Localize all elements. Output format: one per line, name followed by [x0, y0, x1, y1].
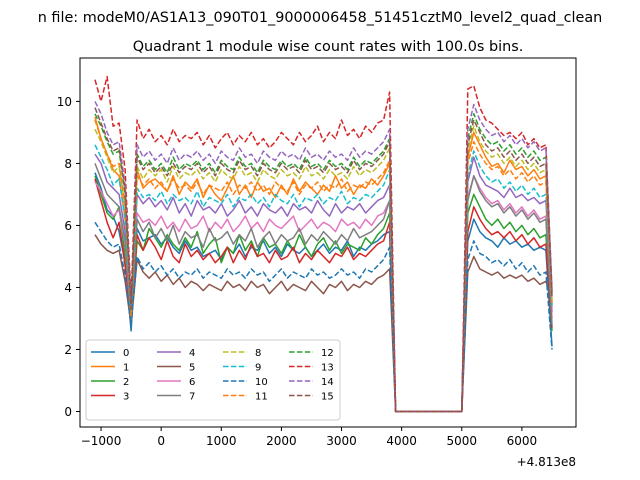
x-tick-label: 0 [157, 434, 165, 448]
legend-frame [85, 339, 341, 421]
series-line-2 [94, 175, 553, 413]
legend-label-13: 13 [321, 363, 334, 374]
series-line-15 [94, 107, 553, 413]
plot-frame [79, 57, 577, 428]
series-line-1 [94, 116, 553, 413]
series-line-13 [94, 75, 553, 413]
y-tick-label: 4 [64, 281, 72, 295]
legend-label-0: 0 [123, 348, 129, 359]
plot-lines [94, 75, 553, 413]
series-line-14 [94, 101, 553, 413]
x-tick-label: 6000 [507, 434, 538, 448]
legend-label-1: 1 [123, 363, 129, 374]
x-tick-label: −1000 [81, 434, 122, 448]
series-line-5 [94, 234, 553, 413]
x-offset-label: +4.813e8 [517, 455, 576, 469]
legend-label-8: 8 [255, 348, 261, 359]
legend-label-6: 6 [189, 377, 195, 388]
series-line-7 [94, 163, 553, 413]
x-tick-label: 5000 [446, 434, 477, 448]
legend-label-9: 9 [255, 363, 261, 374]
x-tick-label: 1000 [206, 434, 237, 448]
legend-label-2: 2 [123, 377, 129, 388]
series-line-9 [94, 144, 553, 413]
series-line-8 [94, 125, 553, 413]
y-tick-label: 0 [64, 405, 72, 419]
x-tick-label: 2000 [266, 434, 297, 448]
series-line-4 [94, 153, 553, 413]
series-line-12 [94, 113, 553, 413]
y-tick-label: 10 [57, 95, 72, 109]
y-tick-label: 6 [64, 219, 72, 233]
legend-label-10: 10 [255, 377, 268, 388]
y-tick-label: 8 [64, 157, 72, 171]
legend-label-3: 3 [123, 392, 129, 403]
series-line-0 [94, 172, 553, 413]
legend-label-14: 14 [321, 377, 334, 388]
figure-suptitle: n file: modeM0/AS1A13_090T01_9000006458_… [38, 10, 603, 26]
y-axis: 0 2 4 6 8 10 [57, 95, 80, 419]
x-tick-label: 3000 [326, 434, 357, 448]
y-tick-label: 2 [64, 343, 72, 357]
legend-label-5: 5 [189, 363, 195, 374]
x-tick-label: 4000 [386, 434, 417, 448]
legend-label-12: 12 [321, 348, 334, 359]
series-line-3 [94, 178, 553, 413]
series-line-10 [94, 221, 553, 413]
legend-label-4: 4 [189, 348, 195, 359]
chart-title: Quadrant 1 module wise count rates with … [133, 39, 524, 55]
x-axis: −1000 0 1000 2000 3000 4000 5000 6000 [81, 427, 537, 448]
legend-label-7: 7 [189, 392, 195, 403]
legend-label-15: 15 [321, 392, 334, 403]
legend-label-11: 11 [255, 392, 268, 403]
